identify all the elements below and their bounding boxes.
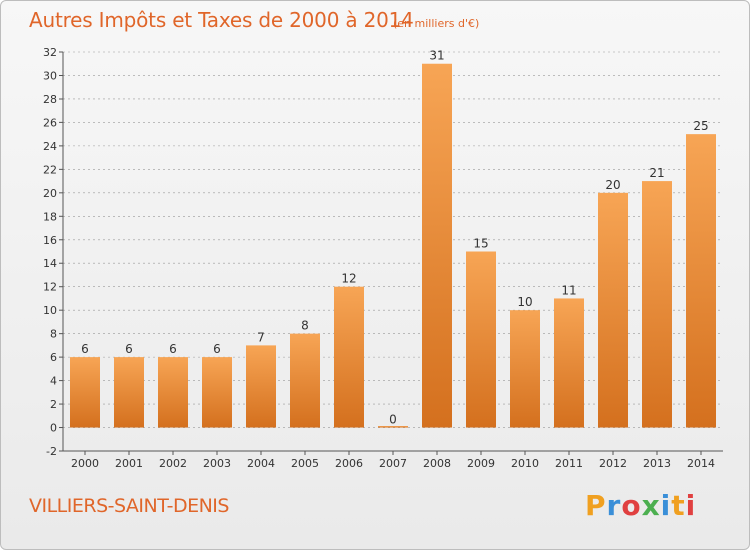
bar-2006	[334, 286, 364, 428]
x-tick-label: 2008	[423, 457, 451, 470]
bar-value-label: 11	[561, 283, 576, 297]
y-tick-label: 24	[43, 140, 57, 153]
y-tick-label: 22	[43, 163, 57, 176]
bar-value-label: 12	[341, 272, 356, 286]
x-tick-label: 2001	[115, 457, 143, 470]
y-tick-label: 10	[43, 304, 57, 317]
logo-letter: x	[641, 489, 661, 522]
x-tick-label: 2012	[599, 457, 627, 470]
x-tick-label: 2000	[71, 457, 99, 470]
logo-letter: P	[585, 489, 607, 522]
bar-value-label: 10	[517, 295, 532, 309]
y-tick-label: 30	[43, 69, 57, 82]
chart-unit: (en milliers d'€)	[393, 17, 480, 30]
bar-value-label: 20	[605, 178, 620, 192]
y-tick-label: 6	[50, 351, 57, 364]
y-tick-label: 26	[43, 116, 57, 129]
y-tick-label: 28	[43, 93, 57, 106]
x-tick-label: 2006	[335, 457, 363, 470]
bar-value-label: 31	[429, 49, 444, 63]
y-tick-label: 20	[43, 187, 57, 200]
bar-2009	[466, 251, 496, 428]
bar-2007	[378, 426, 408, 428]
bar-value-label: 0	[389, 413, 397, 427]
bar-2002	[158, 357, 188, 428]
proxiti-logo: Proxiti	[585, 489, 696, 522]
logo-letter: t	[671, 489, 686, 522]
x-tick-label: 2014	[687, 457, 715, 470]
bar-2000	[70, 357, 100, 428]
bar-2013	[642, 181, 672, 428]
y-tick-label: 18	[43, 210, 57, 223]
logo-letter: i	[660, 489, 672, 522]
bar-2003	[202, 357, 232, 428]
logo-letter: r	[606, 489, 622, 522]
x-tick-label: 2011	[555, 457, 583, 470]
logo-letter: o	[621, 489, 642, 522]
bar-2004	[246, 345, 276, 428]
bar-value-label: 15	[473, 237, 488, 251]
y-tick-label: 14	[43, 257, 57, 270]
bar-2014	[686, 134, 716, 428]
bar-value-label: 8	[301, 319, 309, 333]
y-tick-label: 8	[50, 328, 57, 341]
y-tick-label: 0	[50, 422, 57, 435]
y-tick-label: 16	[43, 234, 57, 247]
x-tick-label: 2013	[643, 457, 671, 470]
bar-2008	[422, 63, 452, 428]
bar-value-label: 6	[81, 342, 89, 356]
logo-letter: i	[685, 489, 697, 522]
x-tick-label: 2004	[247, 457, 275, 470]
bar-2005	[290, 333, 320, 428]
bar-value-label: 6	[213, 342, 221, 356]
x-tick-label: 2003	[203, 457, 231, 470]
bar-value-label: 6	[169, 342, 177, 356]
bar-2010	[510, 310, 540, 428]
bar-2001	[114, 357, 144, 428]
bar-value-label: 7	[257, 330, 265, 344]
y-tick-label: 4	[50, 375, 57, 388]
commune-name: VILLIERS-SAINT-DENIS	[29, 495, 229, 517]
x-tick-label: 2010	[511, 457, 539, 470]
bar-2011	[554, 298, 584, 428]
bar-2012	[598, 192, 628, 428]
y-tick-label: 2	[50, 398, 57, 411]
bar-value-label: 6	[125, 342, 133, 356]
x-tick-label: 2005	[291, 457, 319, 470]
y-tick-label: 12	[43, 281, 57, 294]
bar-value-label: 25	[693, 119, 708, 133]
y-tick-label: -2	[46, 445, 57, 458]
chart-title: Autres Impôts et Taxes de 2000 à 2014	[29, 8, 414, 32]
bar-value-label: 21	[649, 166, 664, 180]
x-tick-label: 2007	[379, 457, 407, 470]
x-tick-label: 2002	[159, 457, 187, 470]
y-tick-label: 32	[43, 46, 57, 59]
x-tick-label: 2009	[467, 457, 495, 470]
